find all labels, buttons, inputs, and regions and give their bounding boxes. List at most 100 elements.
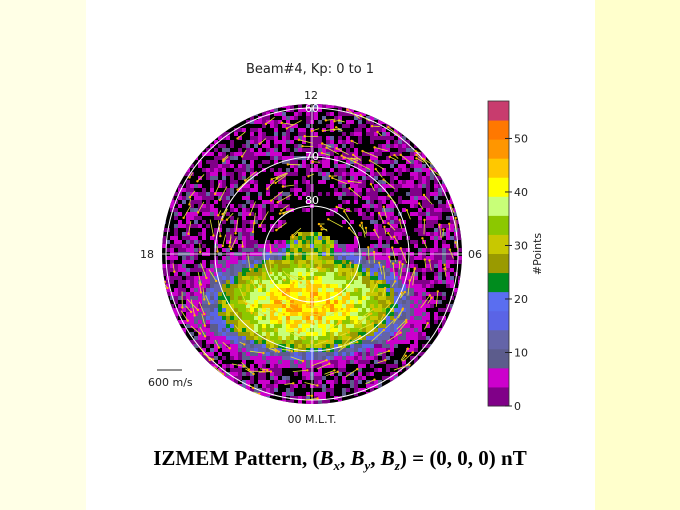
heatmap-cell <box>370 324 374 328</box>
heatmap-cell <box>390 340 394 344</box>
heatmap-cell <box>318 140 322 144</box>
heatmap-cell <box>362 364 366 368</box>
vector-origin-dot <box>243 179 247 182</box>
heatmap-cell <box>210 288 214 292</box>
heatmap-cell <box>190 280 194 284</box>
heatmap-cell <box>434 228 438 232</box>
heatmap-cell <box>298 284 302 288</box>
heatmap-cell <box>294 148 298 152</box>
heatmap-cell <box>290 160 294 164</box>
heatmap-cell <box>354 344 358 348</box>
heatmap-cell <box>210 280 214 284</box>
heatmap-cell <box>178 184 182 188</box>
heatmap-cell <box>262 212 266 216</box>
heatmap-cell <box>350 160 354 164</box>
heatmap-cell <box>362 248 366 252</box>
heatmap-cell <box>346 348 350 352</box>
heatmap-cell <box>322 400 326 404</box>
heatmap-cell <box>174 308 178 312</box>
heatmap-cell <box>346 120 350 124</box>
heatmap-cell <box>346 372 350 376</box>
heatmap-cell <box>214 256 218 260</box>
heatmap-cell <box>182 296 186 300</box>
heatmap-cell <box>186 272 190 276</box>
heatmap-cell <box>326 336 330 340</box>
heatmap-cell <box>246 140 250 144</box>
heatmap-cell <box>354 320 358 324</box>
velocity-vector <box>309 313 322 317</box>
heatmap-cell <box>262 144 266 148</box>
heatmap-cell <box>338 352 342 356</box>
heatmap-cell <box>218 196 222 200</box>
heatmap-cell <box>218 296 222 300</box>
heatmap-cell <box>398 340 402 344</box>
heatmap-cell <box>222 280 226 284</box>
heatmap-cell <box>378 244 382 248</box>
heatmap-cell <box>346 172 350 176</box>
heatmap-cell <box>346 268 350 272</box>
heatmap-cell <box>318 244 322 248</box>
heatmap-cell <box>410 164 414 168</box>
heatmap-cell <box>222 272 226 276</box>
heatmap-cell <box>370 392 374 396</box>
heatmap-cell <box>230 332 234 336</box>
heatmap-cell <box>338 176 342 180</box>
heatmap-cell <box>198 264 202 268</box>
heatmap-cell <box>274 108 278 112</box>
vector-origin-dot <box>262 351 265 355</box>
heatmap-cell <box>306 360 310 364</box>
velocity-vector <box>400 348 409 361</box>
heatmap-cell <box>242 176 246 180</box>
heatmap-cell <box>202 328 206 332</box>
heatmap-cell <box>266 144 270 148</box>
heatmap-cell <box>366 288 370 292</box>
heatmap-cell <box>190 260 194 264</box>
heatmap-cell <box>254 264 258 268</box>
heatmap-cell <box>282 344 286 348</box>
velocity-vector <box>378 262 383 275</box>
vector-origin-dot <box>426 321 429 325</box>
heatmap-cell <box>302 192 306 196</box>
heatmap-cell <box>414 204 418 208</box>
heatmap-cell <box>290 284 294 288</box>
heatmap-cell <box>194 288 198 292</box>
heatmap-cell <box>210 300 214 304</box>
heatmap-cell <box>238 148 242 152</box>
heatmap-cell <box>266 392 270 396</box>
heatmap-cell <box>410 328 414 332</box>
heatmap-cell <box>354 340 358 344</box>
heatmap-cell <box>266 312 270 316</box>
heatmap-cell <box>194 300 198 304</box>
heatmap-cell <box>294 168 298 172</box>
vector-origin-dot <box>411 351 414 354</box>
heatmap-cell <box>398 308 402 312</box>
heatmap-cell <box>190 288 194 292</box>
heatmap-cell <box>250 268 254 272</box>
heatmap-cell <box>322 148 326 152</box>
heatmap-cell <box>330 104 334 108</box>
heatmap-cell <box>250 320 254 324</box>
heatmap-cell <box>282 400 286 404</box>
heatmap-cell <box>406 304 410 308</box>
heatmap-cell <box>198 340 202 344</box>
heatmap-cell <box>302 312 306 316</box>
heatmap-cell <box>222 200 226 204</box>
heatmap-cell <box>270 288 274 292</box>
heatmap-cell <box>174 228 178 232</box>
heatmap-cell <box>326 244 330 248</box>
vector-origin-dot <box>388 155 392 159</box>
heatmap-cell <box>226 280 230 284</box>
heatmap-cell <box>458 236 462 240</box>
heatmap-cell <box>442 280 446 284</box>
velocity-vector <box>340 332 349 337</box>
heatmap-cell <box>358 356 362 360</box>
heatmap-cell <box>226 260 230 264</box>
heatmap-cell <box>390 288 394 292</box>
heatmap-cell <box>214 272 218 276</box>
heatmap-cell <box>230 144 234 148</box>
heatmap-cell <box>222 364 226 368</box>
heatmap-cell <box>290 360 294 364</box>
heatmap-cell <box>278 380 282 384</box>
heatmap-cell <box>378 288 382 292</box>
heatmap-cell <box>414 308 418 312</box>
